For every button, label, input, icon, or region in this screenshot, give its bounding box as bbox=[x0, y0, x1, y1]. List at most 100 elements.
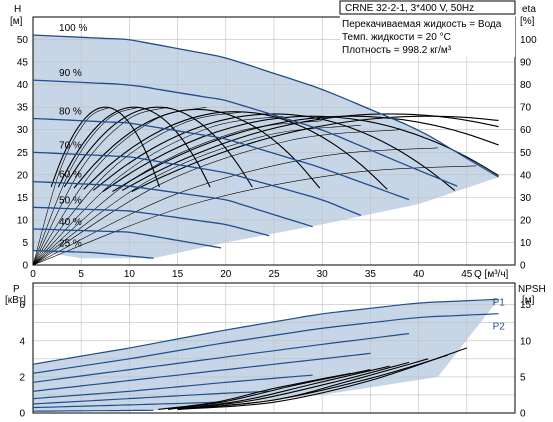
power-envelope bbox=[33, 299, 499, 412]
x-tick-label: 25 bbox=[268, 269, 280, 280]
speed-curve bbox=[32, 117, 410, 201]
power-curve bbox=[32, 401, 222, 409]
speed-curve-label: 50 % bbox=[59, 195, 82, 206]
speed-curve-label: 100 % bbox=[59, 23, 87, 34]
efficiency-curve bbox=[83, 111, 388, 190]
npsh-tick-label: 15 bbox=[520, 300, 532, 311]
power-axis-title-line2: [кВт] bbox=[5, 295, 26, 306]
efficiency-curve bbox=[92, 113, 456, 191]
npsh-curve bbox=[177, 361, 410, 410]
speed-curve bbox=[32, 249, 154, 259]
fluid-label: Перекачиваемая жидкость = Вода bbox=[342, 19, 502, 30]
power-tick-label: 0 bbox=[19, 409, 25, 420]
power-tick-label: 4 bbox=[19, 336, 25, 347]
efficiency-fan-line bbox=[32, 120, 323, 266]
density-label: Плотность = 998.2 кг/м³ bbox=[342, 45, 452, 56]
npsh-curve bbox=[177, 358, 429, 410]
speed-curve bbox=[32, 206, 270, 237]
head-efficiency-chart: 0 5 10 15 20 25 30 35 40 45 0 5 10 15 20 25 30 35 40 45 50 0 1… bbox=[17, 16, 537, 280]
npsh-tick-label: 5 bbox=[520, 372, 526, 383]
efficiency-fan-line bbox=[32, 124, 361, 266]
eta-tick-label: 40 bbox=[520, 170, 532, 181]
temperature-label: Темп. жидкости = 20 °C bbox=[342, 32, 451, 43]
power-npsh-chart: 0 2 4 6 0 5 10 15 P1 P2 bbox=[19, 282, 532, 420]
speed-curve bbox=[32, 180, 313, 228]
x-tick-label: 0 bbox=[30, 269, 36, 280]
eta-tick-label: 80 bbox=[520, 80, 532, 91]
operating-envelope bbox=[33, 35, 499, 259]
eta-tick-label: 20 bbox=[520, 215, 532, 226]
power-plot-frame bbox=[32, 282, 516, 414]
head-tick-label: 15 bbox=[17, 193, 29, 204]
power-tick-label: 6 bbox=[19, 300, 25, 311]
power-curve bbox=[32, 298, 499, 365]
efficiency-fan-line bbox=[32, 106, 111, 266]
head-axis-title-line1: H bbox=[14, 4, 21, 15]
eta-tick-label: 70 bbox=[520, 103, 532, 114]
efficiency-curve bbox=[73, 108, 321, 189]
model-box bbox=[339, 0, 516, 15]
eta-tick-label: 100 bbox=[520, 35, 537, 46]
x-tick-label: 5 bbox=[78, 269, 84, 280]
head-tick-label: 40 bbox=[17, 80, 29, 91]
info-box: CRNE 32-2-1, 3*400 V, 50Hz Перекачиваема… bbox=[339, 0, 516, 57]
head-plot-frame bbox=[32, 16, 516, 266]
head-tick-label: 50 bbox=[17, 35, 29, 46]
x-tick-label: 15 bbox=[172, 269, 184, 280]
speed-curve-label: 40 % bbox=[59, 217, 82, 228]
head-axis-title-line2: [м] bbox=[10, 16, 23, 27]
fluid-box bbox=[340, 16, 515, 57]
power-tick-label: 2 bbox=[19, 372, 25, 383]
npsh-axis-title-line1: NPSH bbox=[518, 284, 546, 295]
efficiency-fan-line bbox=[32, 115, 284, 266]
power-axis-title-line1: P bbox=[13, 284, 20, 295]
efficiency-fan-line bbox=[32, 106, 140, 266]
power-curve bbox=[32, 333, 410, 383]
speed-curve-label: 90 % bbox=[59, 68, 82, 79]
power-curve bbox=[32, 409, 154, 412]
speed-curve bbox=[32, 79, 458, 187]
head-tick-label: 35 bbox=[17, 103, 29, 114]
speed-curve-label: 25 % bbox=[59, 239, 82, 250]
efficiency-curve bbox=[102, 115, 499, 192]
head-tick-label: 45 bbox=[17, 58, 29, 69]
eta-tick-label: 30 bbox=[520, 193, 532, 204]
eta-axis-title-line2: [%] bbox=[520, 16, 535, 27]
x-tick-label: 40 bbox=[413, 269, 425, 280]
efficiency-fan-line bbox=[32, 111, 246, 266]
power-curve bbox=[32, 352, 371, 392]
eta-tick-label: 10 bbox=[520, 238, 532, 249]
npsh-tick-label: 0 bbox=[520, 409, 526, 420]
head-tick-label: 10 bbox=[17, 215, 29, 226]
npsh-curve bbox=[158, 372, 352, 410]
efficiency-curve bbox=[63, 106, 253, 188]
npsh-axis-title-line2: [м] bbox=[522, 295, 535, 306]
eta-tick-label: 90 bbox=[520, 58, 532, 69]
flow-axis-title: Q [м³/ч] bbox=[474, 269, 509, 280]
x-tick-label: 35 bbox=[365, 269, 377, 280]
speed-curve bbox=[32, 34, 499, 178]
power-curve-label: P2 bbox=[493, 322, 506, 333]
npsh-tick-label: 10 bbox=[520, 336, 532, 347]
speed-curve-label: 60 % bbox=[59, 170, 82, 181]
model-label: CRNE 32-2-1, 3*400 V, 50Hz bbox=[345, 3, 474, 14]
speed-curve bbox=[32, 151, 362, 217]
efficiency-curve bbox=[50, 106, 161, 188]
power-curve bbox=[32, 390, 270, 405]
efficiency-curve bbox=[112, 115, 499, 192]
efficiency-curve bbox=[57, 106, 211, 188]
speed-curve-label: 80 % bbox=[59, 106, 82, 117]
head-tick-label: 30 bbox=[17, 125, 29, 136]
efficiency-fan-line bbox=[32, 165, 477, 266]
power-curve-label: P1 bbox=[493, 297, 506, 308]
npsh-curve bbox=[177, 365, 390, 410]
speed-curve-label: 70 % bbox=[59, 140, 82, 151]
power-curve bbox=[32, 313, 499, 374]
eta-axis-title-line1: eta bbox=[522, 4, 536, 15]
eta-tick-label: 60 bbox=[520, 125, 532, 136]
x-tick-label: 20 bbox=[220, 269, 232, 280]
x-tick-label: 30 bbox=[317, 269, 329, 280]
head-tick-label: 20 bbox=[17, 170, 29, 181]
